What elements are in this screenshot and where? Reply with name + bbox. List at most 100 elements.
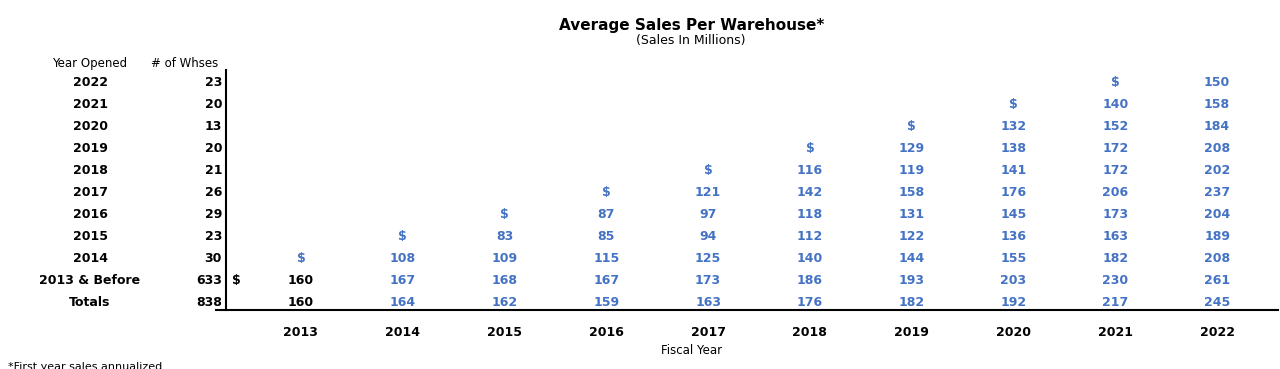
Text: 167: 167 (389, 274, 416, 287)
Text: 23: 23 (205, 230, 221, 243)
Text: 173: 173 (695, 274, 721, 287)
Text: 206: 206 (1102, 186, 1129, 199)
Text: 115: 115 (593, 252, 620, 265)
Text: 155: 155 (1001, 252, 1027, 265)
Text: 30: 30 (205, 252, 221, 265)
Text: 163: 163 (1102, 230, 1128, 243)
Text: 208: 208 (1204, 252, 1230, 265)
Text: 164: 164 (389, 296, 416, 309)
Text: 94: 94 (699, 230, 717, 243)
Text: 184: 184 (1204, 120, 1230, 133)
Text: 2013: 2013 (283, 326, 319, 339)
Text: 237: 237 (1204, 186, 1230, 199)
Text: 2016: 2016 (589, 326, 623, 339)
Text: $: $ (908, 120, 916, 133)
Text: 2019: 2019 (895, 326, 929, 339)
Text: 150: 150 (1204, 76, 1230, 89)
Text: 125: 125 (695, 252, 721, 265)
Text: 2018: 2018 (792, 326, 827, 339)
Text: 167: 167 (593, 274, 620, 287)
Text: 172: 172 (1102, 164, 1129, 177)
Text: 189: 189 (1204, 230, 1230, 243)
Text: 20: 20 (205, 98, 221, 111)
Text: 108: 108 (389, 252, 416, 265)
Text: 173: 173 (1102, 208, 1129, 221)
Text: 112: 112 (796, 230, 823, 243)
Text: 2020: 2020 (73, 120, 108, 133)
Text: 140: 140 (796, 252, 823, 265)
Text: 160: 160 (288, 296, 314, 309)
Text: 21: 21 (205, 164, 221, 177)
Text: 29: 29 (205, 208, 221, 221)
Text: 176: 176 (797, 296, 823, 309)
Text: 145: 145 (1001, 208, 1027, 221)
Text: 163: 163 (695, 296, 721, 309)
Text: 2016: 2016 (73, 208, 108, 221)
Text: 2015: 2015 (486, 326, 522, 339)
Text: 203: 203 (1001, 274, 1027, 287)
Text: 13: 13 (205, 120, 221, 133)
Text: Year Opened: Year Opened (52, 57, 128, 70)
Text: *First year sales annualized.: *First year sales annualized. (8, 362, 166, 369)
Text: 2015: 2015 (73, 230, 108, 243)
Text: 182: 182 (899, 296, 924, 309)
Text: 193: 193 (899, 274, 924, 287)
Text: 208: 208 (1204, 142, 1230, 155)
Text: 140: 140 (1102, 98, 1129, 111)
Text: # of Whses: # of Whses (151, 57, 218, 70)
Text: 2022: 2022 (73, 76, 108, 89)
Text: 158: 158 (899, 186, 924, 199)
Text: 132: 132 (1001, 120, 1027, 133)
Text: $: $ (232, 274, 241, 287)
Text: 131: 131 (899, 208, 924, 221)
Text: 838: 838 (196, 296, 221, 309)
Text: 129: 129 (899, 142, 924, 155)
Text: 2017: 2017 (73, 186, 108, 199)
Text: 87: 87 (598, 208, 614, 221)
Text: 160: 160 (288, 274, 314, 287)
Text: 97: 97 (699, 208, 717, 221)
Text: 2014: 2014 (73, 252, 108, 265)
Text: $: $ (1009, 98, 1018, 111)
Text: 172: 172 (1102, 142, 1129, 155)
Text: 217: 217 (1102, 296, 1129, 309)
Text: 141: 141 (1001, 164, 1027, 177)
Text: 186: 186 (797, 274, 823, 287)
Text: 2022: 2022 (1199, 326, 1235, 339)
Text: (Sales In Millions): (Sales In Millions) (636, 34, 746, 47)
Text: 26: 26 (205, 186, 221, 199)
Text: $: $ (500, 208, 509, 221)
Text: 162: 162 (492, 296, 517, 309)
Text: 2021: 2021 (73, 98, 108, 111)
Text: 122: 122 (899, 230, 925, 243)
Text: $: $ (704, 164, 713, 177)
Text: $: $ (602, 186, 611, 199)
Text: 118: 118 (797, 208, 823, 221)
Text: 83: 83 (495, 230, 513, 243)
Text: $: $ (297, 252, 305, 265)
Text: 2021: 2021 (1098, 326, 1133, 339)
Text: Average Sales Per Warehouse*: Average Sales Per Warehouse* (558, 18, 824, 33)
Text: $: $ (398, 230, 407, 243)
Text: 245: 245 (1204, 296, 1230, 309)
Text: 192: 192 (1001, 296, 1027, 309)
Text: 176: 176 (1001, 186, 1027, 199)
Text: 152: 152 (1102, 120, 1129, 133)
Text: 85: 85 (598, 230, 614, 243)
Text: Fiscal Year: Fiscal Year (660, 344, 722, 357)
Text: 633: 633 (196, 274, 221, 287)
Text: 144: 144 (899, 252, 925, 265)
Text: 116: 116 (797, 164, 823, 177)
Text: 138: 138 (1001, 142, 1027, 155)
Text: 159: 159 (593, 296, 620, 309)
Text: 2014: 2014 (385, 326, 420, 339)
Text: 204: 204 (1204, 208, 1230, 221)
Text: 182: 182 (1102, 252, 1129, 265)
Text: 168: 168 (492, 274, 517, 287)
Text: $: $ (1111, 76, 1120, 89)
Text: 202: 202 (1204, 164, 1230, 177)
Text: 121: 121 (695, 186, 721, 199)
Text: 230: 230 (1102, 274, 1129, 287)
Text: 109: 109 (492, 252, 517, 265)
Text: 2013 & Before: 2013 & Before (40, 274, 141, 287)
